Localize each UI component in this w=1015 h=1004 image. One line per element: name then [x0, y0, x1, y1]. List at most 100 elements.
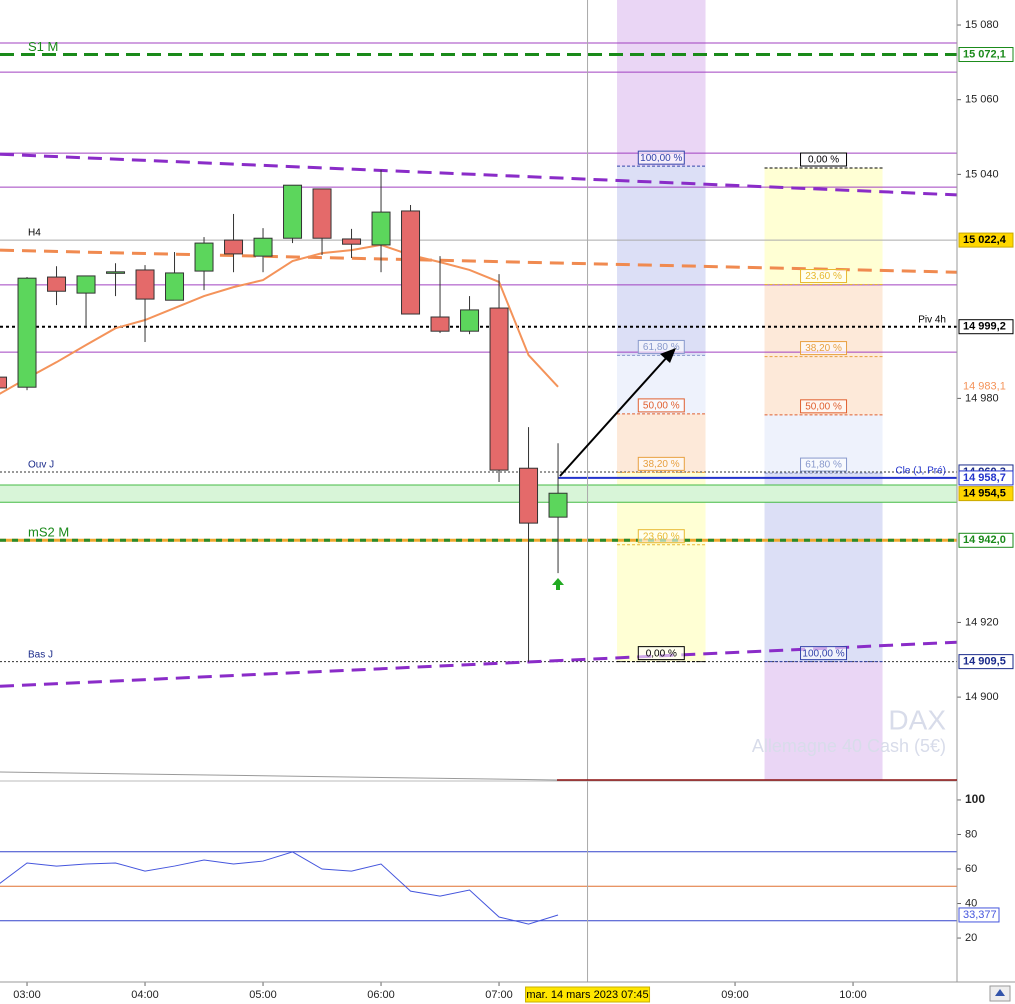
fib-label: 23,60 %	[643, 531, 680, 542]
level-band	[0, 485, 957, 503]
fib-label-box	[800, 457, 848, 472]
indicator-line	[0, 851, 559, 925]
buy-signal-arrow	[552, 578, 564, 590]
candle-body	[371, 211, 391, 246]
fib-label: 23,60 %	[805, 271, 842, 282]
scroll-icon[interactable]	[995, 989, 1005, 996]
candle-body	[519, 467, 539, 524]
fib-label-box	[800, 399, 848, 414]
moving-average	[0, 243, 559, 395]
x-tick-label: 03:00	[13, 989, 41, 1001]
candle-body	[76, 275, 96, 294]
level-axis-label: 14 999,2	[963, 321, 1006, 333]
fib-extension	[764, 661, 883, 780]
arrow-drawing	[559, 355, 669, 477]
level-axis-box	[958, 486, 1014, 502]
drawing-line	[0, 771, 558, 781]
x-tick-label: 07:00	[485, 989, 513, 1001]
fib-label: 50,00 %	[805, 401, 842, 412]
x-tick-label: 10:00	[839, 989, 867, 1001]
candle-body	[401, 210, 421, 315]
fib-label: 38,20 %	[805, 343, 842, 354]
x-tick-label: 06:00	[367, 989, 395, 1001]
y-tick-label: 15 060	[965, 94, 999, 106]
fib-label-box	[800, 152, 848, 167]
x-tick-label: 04:00	[131, 989, 159, 1001]
y-tick-label: 14 920	[965, 616, 999, 628]
fib-label: 61,80 %	[643, 342, 680, 353]
candle-body	[135, 269, 155, 300]
fib-band	[764, 473, 883, 662]
level-axis-box	[958, 319, 1014, 335]
indicator-y-tick-label: 60	[965, 863, 977, 875]
level-name: Bas J	[28, 649, 53, 660]
level-name: Piv 4h	[918, 314, 946, 325]
indicator-y-tick-label: 100	[965, 792, 985, 806]
x-tick-label: 05:00	[249, 989, 277, 1001]
fib-label: 0,00 %	[808, 155, 839, 166]
fib-label-box	[800, 341, 848, 356]
crosshair-time-label: mar. 14 mars 2023 07:45	[526, 989, 648, 1001]
fib-band	[617, 544, 706, 662]
level-axis-label: 15 022,4	[963, 234, 1007, 246]
candle-body	[430, 316, 450, 332]
fib-label: 38,20 %	[643, 459, 680, 470]
level-axis-box	[958, 232, 1014, 248]
candle-body	[312, 188, 332, 239]
fib-label: 0,00 %	[646, 648, 677, 659]
level-name: Cle (J, Pré)	[895, 466, 946, 477]
level-axis-label: 15 072,1	[963, 48, 1006, 60]
fib-label-box	[637, 646, 685, 661]
level-axis-label: 14 909,5	[963, 656, 1006, 668]
level-axis-box	[958, 470, 1014, 486]
level-axis-box	[958, 654, 1014, 670]
x-tick-label: 09:00	[721, 989, 749, 1001]
candle-body	[342, 238, 362, 245]
fib-label-box	[800, 269, 848, 284]
level-axis-label: 14 954,5	[963, 488, 1006, 500]
y-tick-label: 14 900	[965, 691, 999, 703]
candle-body	[0, 376, 8, 389]
indicator-y-tick-label: 40	[965, 897, 977, 909]
candle-body	[106, 271, 126, 274]
watermark-name: Allemagne 40 Cash (5€)	[752, 736, 946, 756]
candle-body	[194, 242, 214, 272]
level-axis-label: 14 958,7	[963, 472, 1006, 484]
y-tick-label: 15 040	[965, 168, 999, 180]
fib-label-box	[800, 646, 848, 661]
level-name: mS2 M	[28, 525, 69, 540]
level-axis-box	[958, 532, 1014, 548]
trendline	[0, 248, 958, 274]
fib-band	[617, 166, 706, 356]
level-axis-box	[958, 47, 1014, 63]
overlay-layer: 0,00 % 23,60 % 38,20 % 50,00 % 61,80 % 100,00…	[13, 0, 1014, 1003]
candle-body	[460, 309, 480, 332]
fib-label: 100,00 %	[802, 648, 844, 659]
indicator-axis-label: 33,377	[963, 909, 997, 921]
ma-axis-label: 14 983,1	[963, 381, 1006, 393]
candle-body	[17, 277, 37, 388]
fib-label: 50,00 %	[643, 401, 680, 412]
indicator-y-tick-label: 20	[965, 932, 977, 944]
candle-body	[165, 272, 185, 301]
level-name: Ouv J	[28, 460, 54, 471]
candle-body	[489, 307, 509, 471]
fib-extension	[617, 0, 706, 167]
y-tick-label: 14 980	[965, 392, 999, 404]
fib-label: 61,80 %	[805, 460, 842, 471]
trendline	[0, 640, 958, 688]
fib-label-box	[637, 398, 685, 413]
fib-label-box	[637, 150, 685, 165]
candle-body	[47, 276, 67, 292]
indicator-axis-box	[958, 907, 1000, 923]
crosshair-time-box	[525, 986, 651, 1003]
fib-label-box	[637, 529, 685, 544]
level-name: H4	[28, 228, 41, 239]
arrow-head	[660, 348, 676, 363]
y-tick-label: 15 080	[965, 19, 999, 31]
candle-body	[283, 184, 303, 239]
level-axis-label: 14 942,0	[963, 534, 1006, 546]
indicator-y-tick-label: 80	[965, 828, 977, 840]
candle-body	[224, 239, 244, 255]
